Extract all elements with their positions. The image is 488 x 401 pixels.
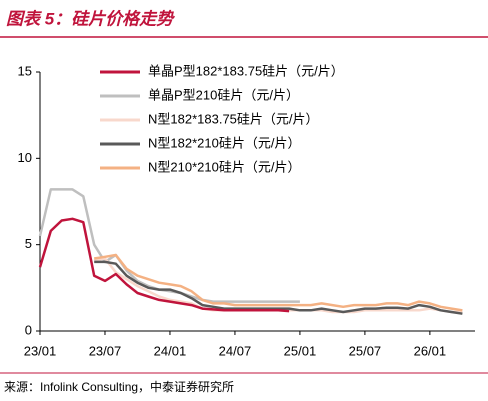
y-tick-label: 0: [25, 322, 32, 337]
x-tick-label: 26/01: [414, 343, 447, 358]
source: 来源：Infolink Consulting，中泰证券研究所: [4, 379, 234, 394]
y-tick-label: 10: [18, 150, 32, 165]
chart-title: 图表 5：硅片价格走势: [6, 9, 175, 28]
series-line: [38, 188, 300, 303]
series-line: [38, 217, 290, 313]
legend-label: N型182*210硅片（元/片）: [148, 135, 300, 150]
legend-label: N型182*183.75硅片（元/片）: [148, 111, 319, 126]
legend-label: 单晶P型210硅片（元/片）: [148, 87, 299, 102]
x-tick-label: 23/01: [24, 343, 57, 358]
series-line: [94, 260, 463, 315]
x-tick-label: 23/07: [89, 343, 122, 358]
y-tick-label: 5: [25, 236, 32, 251]
legend-label: 单晶P型182*183.75硅片（元/片）: [148, 63, 344, 78]
x-tick-label: 24/07: [219, 343, 252, 358]
x-tick-label: 24/01: [154, 343, 187, 358]
legend-label: N型210*210硅片（元/片）: [148, 159, 300, 174]
y-tick-label: 15: [18, 63, 32, 78]
series-line: [94, 253, 463, 312]
x-tick-label: 25/07: [349, 343, 382, 358]
x-tick-label: 25/01: [284, 343, 317, 358]
